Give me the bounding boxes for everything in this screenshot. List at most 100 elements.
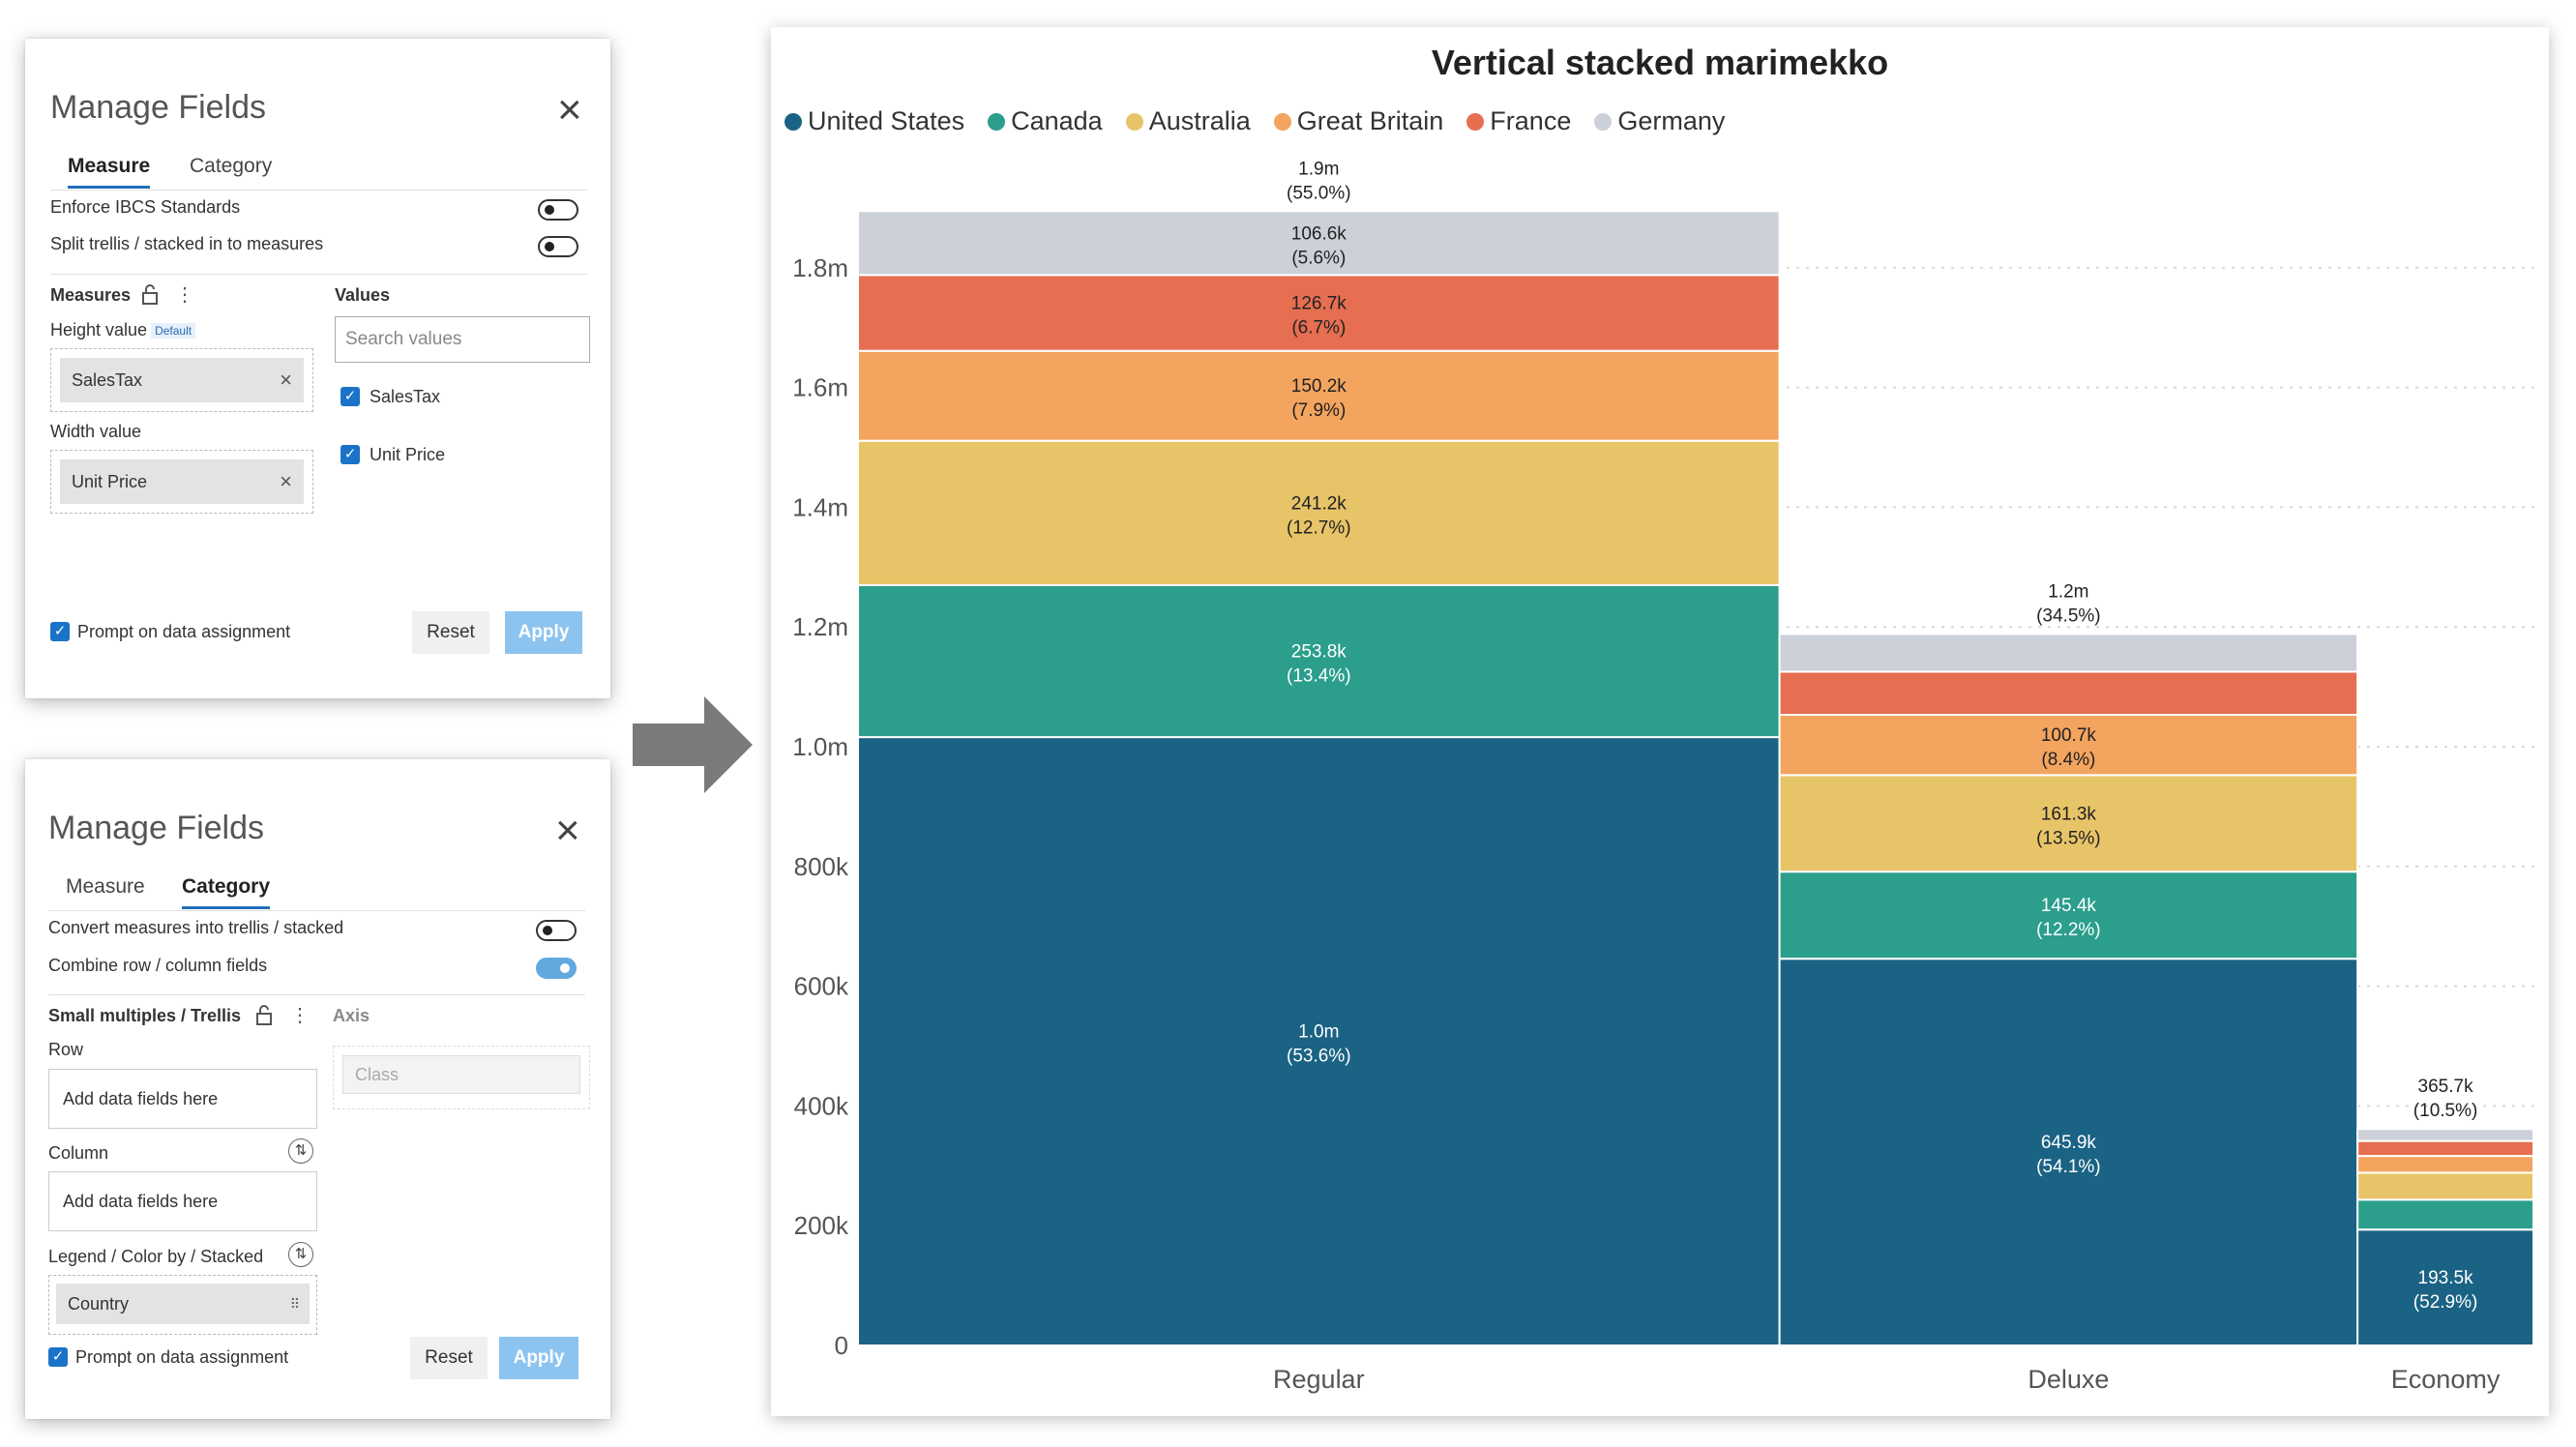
width-value-chip[interactable]: Unit Price ×	[60, 459, 304, 504]
data-label-pct: (8.4%)	[2041, 750, 2095, 770]
height-value-label: Height value Default	[50, 320, 196, 340]
total-label: 1.9m	[1298, 159, 1339, 179]
tab-divider	[48, 910, 585, 911]
data-label: 193.5k	[2418, 1268, 2474, 1288]
bar-segment	[857, 439, 1781, 586]
legend-item[interactable]: Germany	[1594, 106, 1725, 136]
more-vertical-icon[interactable]: ⋮	[175, 284, 194, 306]
legend-swatch	[1125, 112, 1143, 131]
y-tick-label: 1.4m	[792, 492, 848, 521]
legend-item[interactable]: France	[1466, 106, 1571, 136]
legend-swatch	[1594, 112, 1613, 131]
reset-button[interactable]: Reset	[410, 1337, 488, 1379]
y-tick-label: 1.6m	[792, 373, 848, 402]
small-multiples-heading: Small multiples / Trellis	[48, 1006, 242, 1025]
salestax-checkbox[interactable]: ✓	[341, 387, 360, 406]
search-values-input[interactable]: Search values	[335, 316, 590, 363]
tab-category[interactable]: Category	[190, 155, 273, 177]
chart-card: Vertical stacked marimekko United States…	[771, 27, 2549, 1416]
panel-title: Manage Fields	[48, 810, 265, 846]
bar-segment	[2356, 1198, 2535, 1231]
convert-measures-label: Convert measures into trellis / stacked	[48, 918, 344, 937]
prompt-label: Prompt on data assignment	[75, 1347, 289, 1367]
prompt-checkbox[interactable]: ✓	[50, 622, 70, 641]
bar-segment	[1778, 714, 2359, 777]
country-chip[interactable]: Country ⠿	[56, 1284, 310, 1324]
width-value-label: Width value	[50, 422, 142, 441]
height-chip-label: SalesTax	[72, 369, 143, 390]
height-value-text: Height value	[50, 320, 148, 340]
prompt-checkbox[interactable]: ✓	[48, 1347, 68, 1367]
total-label: 1.2m	[2048, 581, 2088, 602]
tab-measure[interactable]: Measure	[68, 155, 151, 189]
row-dropzone[interactable]: Add data fields here	[48, 1069, 317, 1129]
data-label: 1.0m	[1298, 1022, 1339, 1043]
more-vertical-icon[interactable]: ⋮	[290, 1005, 310, 1026]
y-tick-label: 800k	[794, 852, 849, 881]
axis-heading: Axis	[333, 1006, 370, 1025]
remove-icon[interactable]: ×	[280, 368, 292, 392]
measures-heading: Measures	[50, 285, 132, 305]
y-tick-label: 1.8m	[792, 253, 848, 282]
reset-button[interactable]: Reset	[412, 611, 489, 654]
x-tick-label: Deluxe	[2028, 1365, 2109, 1394]
close-icon[interactable]: ×	[557, 86, 582, 133]
column-dropzone[interactable]: Add data fields here	[48, 1171, 317, 1231]
bar-segment	[2356, 1128, 2535, 1142]
right-arrow-icon	[633, 696, 753, 793]
swap-icon[interactable]: ⇅	[288, 1242, 313, 1267]
swap-icon[interactable]: ⇅	[288, 1138, 313, 1164]
data-label: 645.9k	[2041, 1133, 2097, 1153]
legend-label: Canada	[1011, 106, 1103, 135]
data-label: 161.3k	[2041, 804, 2097, 824]
bar-segment	[857, 349, 1781, 442]
salestax-label: SalesTax	[370, 387, 441, 406]
enforce-ibcs-toggle[interactable]	[538, 199, 578, 221]
remove-icon[interactable]: ×	[280, 469, 292, 493]
default-badge: Default	[151, 323, 196, 340]
unit-price-label: Unit Price	[370, 445, 446, 464]
apply-button[interactable]: Apply	[505, 611, 582, 654]
close-icon[interactable]: ×	[555, 807, 580, 854]
country-chip-label: Country	[68, 1293, 130, 1314]
data-label-pct: (52.9%)	[2413, 1292, 2478, 1313]
bar-segment	[2356, 1228, 2535, 1347]
legend-label: Great Britain	[1296, 106, 1444, 135]
height-value-chip[interactable]: SalesTax ×	[60, 358, 304, 402]
combine-fields-label: Combine row / column fields	[48, 956, 268, 975]
legend-label: Australia	[1148, 106, 1251, 135]
bar-segment	[857, 210, 1781, 277]
drag-handle-icon[interactable]: ⠿	[289, 1295, 300, 1312]
data-label: 150.2k	[1291, 376, 1347, 397]
unit-price-checkbox[interactable]: ✓	[341, 445, 360, 464]
marimekko-chart: 0 200k 400k 600k 800k 1.0m 1.2m 1.4m 1.6m 1.8m 1.0…	[792, 159, 2539, 1394]
legend-swatch	[1273, 112, 1291, 131]
legend-item[interactable]: Great Britain	[1273, 106, 1444, 136]
bar-segment	[1778, 774, 2359, 873]
width-chip-label: Unit Price	[72, 471, 148, 491]
legend-label: Germany	[1617, 106, 1726, 135]
split-trellis-toggle[interactable]	[538, 236, 578, 257]
column-label: Column	[48, 1143, 109, 1163]
x-tick-label: Regular	[1273, 1365, 1365, 1394]
legend-item[interactable]: Canada	[988, 106, 1103, 136]
bar-segment	[2356, 1171, 2535, 1201]
convert-measures-toggle[interactable]	[536, 920, 577, 941]
total-label: 365.7k	[2418, 1077, 2474, 1097]
legend-item[interactable]: United States	[785, 106, 964, 136]
bar-segment	[1778, 871, 2359, 960]
section-divider	[50, 274, 587, 275]
y-tick-label: 600k	[794, 972, 849, 1001]
tab-category[interactable]: Category	[182, 875, 271, 909]
data-label-pct: (54.1%)	[2036, 1157, 2101, 1177]
manage-fields-panel-category: Manage Fields × Measure Category Convert…	[25, 759, 610, 1419]
tab-measure[interactable]: Measure	[66, 875, 145, 898]
data-label: 241.2k	[1291, 493, 1347, 514]
data-label-pct: (5.6%)	[1291, 248, 1346, 268]
legend-label: United States	[808, 106, 965, 135]
bar-segment	[2356, 1139, 2535, 1158]
apply-button[interactable]: Apply	[499, 1337, 578, 1379]
legend-item[interactable]: Australia	[1125, 106, 1251, 136]
data-label-pct: (13.5%)	[2036, 828, 2101, 848]
combine-fields-toggle[interactable]	[536, 958, 577, 979]
